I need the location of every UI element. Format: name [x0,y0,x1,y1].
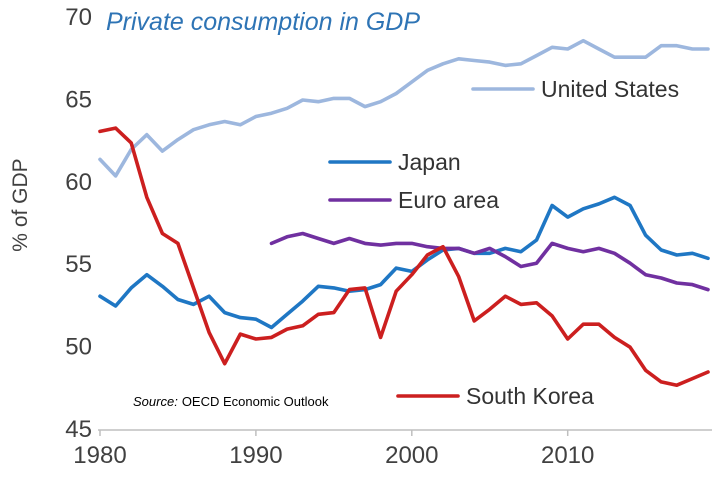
y-tick-label: 55 [65,251,92,278]
legend-label-euro-area: Euro area [398,187,499,213]
x-tick-label: 1980 [73,442,126,469]
x-tick-label: 2000 [385,442,438,469]
y-axis-ticks: 45 50 55 60 65 70 [65,4,92,443]
inline-legend: United States Japan Euro area South Korea [328,76,679,409]
chart-title: Private consumption in GDP [106,8,420,36]
series-line-united-states [98,38,710,178]
y-tick-label: 65 [65,86,92,113]
legend-label-south-korea: South Korea [466,383,594,409]
series-line-japan [98,195,710,330]
source-note: Source: OECD Economic Outlook [133,394,329,409]
y-axis-label: % of GDP [9,158,32,251]
source-text: OECD Economic Outlook [182,394,329,409]
x-axis-ticks: 1980 1990 2000 2010 [73,430,594,469]
y-tick-label: 50 [65,334,92,361]
source-label: Source: [133,394,178,409]
series-layer [98,38,710,388]
series-line-south-korea [98,126,710,388]
y-tick-label: 70 [65,4,92,31]
series-line-euro-area [269,231,710,292]
legend-label-japan: Japan [398,149,461,175]
legend-label-united-states: United States [541,76,679,102]
x-tick-label: 1990 [229,442,282,469]
y-tick-label: 45 [65,416,92,443]
y-tick-label: 60 [65,169,92,196]
x-tick-label: 2010 [541,442,594,469]
